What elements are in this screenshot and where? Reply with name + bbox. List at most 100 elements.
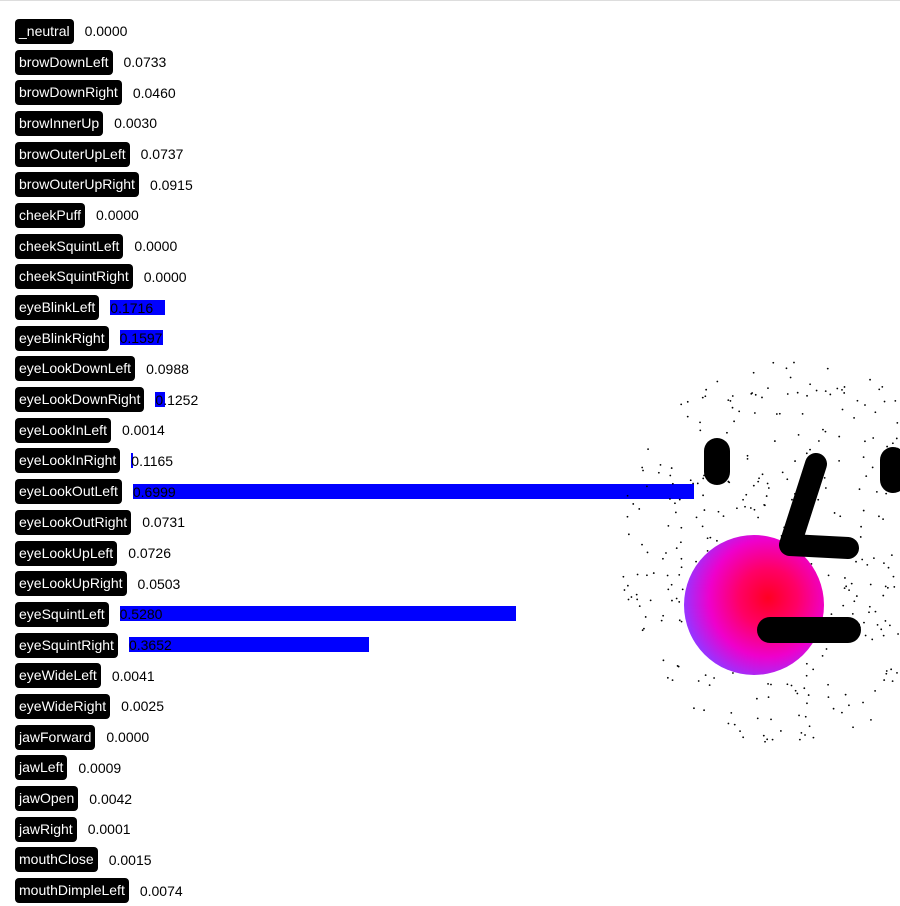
landmark-dot (883, 679, 886, 681)
landmark-dot (864, 440, 866, 443)
landmark-dot (884, 620, 887, 622)
blendshape-list: _neutral 0.0000 browDownLeft 0.0733 browDown… (15, 16, 695, 906)
landmark-dot (863, 621, 865, 624)
landmark-dot (805, 674, 808, 677)
landmark-dot (805, 662, 808, 665)
blendshape-row: jawForward 0.0000 (15, 722, 198, 753)
landmark-dot (789, 376, 792, 379)
landmark-dot (766, 738, 769, 741)
landmark-dot (731, 395, 734, 397)
blendshape-row: cheekPuff 0.0000 (15, 200, 198, 231)
blendshape-row: eyeSquintLeft 0.5280 (15, 599, 517, 630)
landmark-dot (839, 515, 842, 518)
nose-stroke (779, 453, 859, 559)
landmark-dot (770, 683, 772, 686)
blendshape-score: 0.0915 (150, 176, 193, 194)
landmark-dot (860, 525, 862, 528)
blendshape-label: eyeLookOutLeft (15, 479, 122, 505)
landmark-dot (708, 684, 711, 687)
landmark-dot (871, 466, 874, 469)
blendshape-row: browDownRight 0.0460 (15, 77, 198, 108)
landmark-dot (841, 389, 843, 391)
landmark-dot (817, 498, 820, 501)
landmark-dot (767, 696, 770, 699)
landmark-dot (722, 515, 725, 518)
landmark-dot (713, 677, 715, 679)
score-text: 0.0733 (123, 54, 167, 71)
landmark-dot (742, 736, 745, 739)
landmark-dot (841, 408, 844, 411)
landmark-dot (739, 730, 741, 733)
landmark-dot (885, 492, 888, 495)
landmark-dot (796, 391, 799, 394)
landmark-dot (706, 549, 709, 552)
landmark-dot (680, 620, 683, 623)
landmark-dot (749, 507, 752, 509)
landmark-dot (758, 477, 760, 480)
blendshape-score: 0.0025 (121, 697, 164, 715)
landmark-dot (818, 440, 820, 442)
score-text: 0.0030 (114, 115, 157, 132)
landmark-dot (757, 480, 760, 483)
landmark-dot (773, 440, 776, 442)
landmark-dot (642, 469, 644, 472)
score-text: 0.0000 (106, 729, 150, 746)
landmark-dot (824, 487, 827, 489)
blendshape-row: jawOpen 0.0042 (15, 783, 198, 814)
landmark-dot (753, 508, 756, 511)
landmark-dot (807, 694, 810, 696)
landmark-dot (824, 430, 827, 433)
landmark-dot (702, 477, 705, 480)
landmark-dot (757, 516, 759, 519)
blendshape-label: cheekSquintLeft (15, 233, 124, 259)
score-text: 0.0001 (87, 821, 131, 838)
blendshape-label: browInnerUp (15, 110, 104, 136)
blendshape-row: eyeLookOutRight 0.0731 (15, 507, 198, 538)
landmark-dot (858, 488, 861, 491)
landmark-dot (793, 361, 795, 364)
landmark-dot (762, 734, 765, 737)
blendshape-row: browInnerUp 0.0030 (15, 108, 198, 139)
landmark-dot (881, 385, 884, 388)
blendshape-label: cheekSquintRight (15, 264, 133, 290)
landmark-dot (859, 536, 862, 538)
landmark-dot (866, 563, 869, 566)
blendshape-label: eyeLookInLeft (15, 417, 111, 443)
blendshape-label: mouthClose (15, 847, 98, 873)
landmark-dot (763, 504, 766, 507)
landmark-dot (821, 655, 824, 657)
landmark-dot (641, 629, 644, 632)
landmark-dot (626, 584, 629, 587)
landmark-dot (686, 400, 689, 403)
score-text: 0.0025 (121, 698, 164, 715)
blendshape-score: 0.1716 (110, 299, 165, 317)
landmark-dot (680, 403, 683, 406)
landmark-dot (626, 494, 629, 497)
blendshape-score: 0.0726 (128, 544, 171, 562)
landmark-dot (731, 406, 734, 409)
landmark-dot (695, 560, 697, 563)
score-text: 0.0000 (96, 207, 139, 224)
landmark-dot (838, 459, 841, 462)
landmark-dot (829, 393, 832, 396)
blendshape-score: 0.5280 (119, 605, 517, 623)
landmark-dot (761, 396, 763, 399)
landmark-dot (885, 670, 888, 672)
face-landmark-canvas (622, 361, 900, 743)
blendshape-score: 0.0000 (106, 728, 149, 746)
landmark-dot (844, 577, 846, 579)
landmark-dot (709, 536, 712, 539)
score-text: 0.1716 (110, 299, 154, 316)
landmark-dot (809, 448, 811, 451)
landmark-dot (805, 452, 808, 455)
landmark-dot (667, 588, 670, 591)
blendshape-label: eyeLookUpLeft (15, 540, 118, 566)
landmark-dot (702, 494, 704, 497)
landmark-dot (680, 526, 683, 529)
landmark-dot (732, 672, 734, 674)
top-border (0, 0, 900, 1)
score-bar (155, 391, 166, 407)
landmark-dot (824, 390, 827, 393)
landmark-dot (869, 378, 871, 381)
landmark-dot (871, 638, 874, 641)
